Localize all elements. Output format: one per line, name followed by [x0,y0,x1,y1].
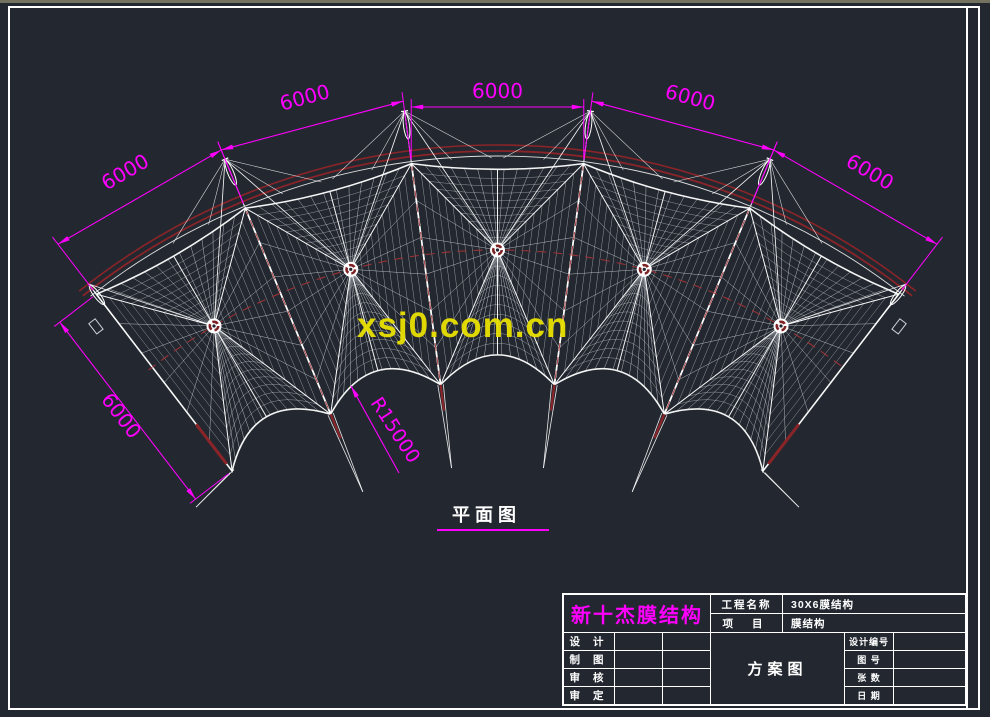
signature-cell [663,669,711,687]
dimension-label: R15000 [366,393,425,467]
company-name: 新十杰膜结构 [564,595,711,633]
value-cell [894,669,965,687]
masts-and-cables [87,110,908,508]
signature-cell [615,633,663,651]
title-block: 新十杰膜结构 工程名称 30X6膜结构 项 目 膜结构 设 计 制 图 审 核 … [562,593,967,706]
dimension-label: 6000 [96,388,146,443]
signature-cell [615,651,663,669]
project-name-value: 30X6膜结构 [783,595,965,614]
signature-cell [663,687,711,704]
signature-cell [615,669,663,687]
project-name-label: 工程名称 [711,595,783,614]
plan-view-underline [437,529,549,531]
watermark: xsj0.com.cn [357,306,569,345]
approver-label: 审 定 [564,687,615,704]
project-value: 膜结构 [783,614,965,633]
signature-cell [615,687,663,704]
sheet-count-label: 张 数 [845,669,894,687]
signature-cell [663,651,711,669]
dimension-label: 6000 [472,79,523,103]
drawing-frame-outer [8,6,980,710]
window-edge [0,0,990,3]
reviewer-label: 审 核 [564,669,615,687]
value-cell [894,687,965,704]
plan-view-label: 平面图 [452,505,521,525]
dimension-label: 6000 [663,79,718,115]
sheet-frame [8,6,980,710]
value-cell [894,633,965,651]
signature-cell [663,633,711,651]
drawing-number-label: 图 号 [845,651,894,669]
drafter-label: 制 图 [564,651,615,669]
designer-label: 设 计 [564,633,615,651]
project-label: 项 目 [711,614,783,633]
edge-cable-arcs [78,144,917,297]
value-cell [894,651,965,669]
date-label: 日 期 [845,687,894,704]
dimension-label: 6000 [97,149,153,195]
scheme-drawing-label: 方案图 [711,633,845,704]
dimension-label: 6000 [842,149,898,195]
design-number-label: 设计编号 [845,633,894,651]
dimension-label: 6000 [277,79,332,115]
